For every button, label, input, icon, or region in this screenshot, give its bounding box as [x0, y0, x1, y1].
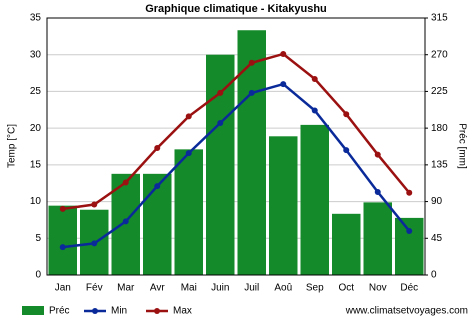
legend-label: Max — [173, 306, 192, 317]
point — [374, 151, 381, 158]
point — [406, 227, 413, 234]
point — [374, 189, 381, 196]
point — [185, 150, 192, 157]
bar — [395, 217, 424, 275]
y-tick-label: 5 — [35, 233, 41, 244]
x-tick-label: Déc — [400, 283, 418, 294]
x-tick-label: Oct — [338, 283, 354, 294]
y-tick-label: 25 — [30, 86, 42, 97]
point — [154, 144, 161, 151]
point — [248, 89, 255, 96]
bar — [363, 202, 392, 275]
y-label: Temp [°C] — [7, 124, 18, 168]
bar — [269, 136, 298, 275]
point — [280, 50, 287, 57]
point — [343, 147, 350, 154]
x-tick-label: Juil — [244, 283, 259, 294]
x-tick-label: Fév — [86, 283, 103, 294]
y-tick-label: 35 — [30, 13, 42, 24]
y-tick-label: 20 — [30, 123, 42, 134]
y-tick-label: 10 — [30, 196, 42, 207]
x-tick-label: Aoû — [274, 283, 292, 294]
point — [122, 218, 129, 225]
y2-tick-label: 315 — [431, 13, 448, 24]
bar — [332, 213, 361, 275]
legend-label: Préc — [49, 306, 70, 317]
chart-title: Graphique climatique - Kitakyushu — [145, 3, 327, 15]
y2-label: Préc [mm] — [456, 123, 467, 169]
bar — [237, 30, 266, 275]
y-tick-label: 15 — [30, 159, 42, 170]
x-tick-label: Sep — [306, 283, 324, 294]
x-tick-label: Mar — [117, 283, 135, 294]
bar — [143, 173, 172, 275]
y2-tick-label: 90 — [431, 196, 443, 207]
legend-swatch — [154, 308, 160, 314]
legend-swatch — [22, 306, 44, 315]
plot-frame — [46, 17, 426, 276]
legend-swatch — [92, 308, 98, 314]
bar — [206, 54, 235, 275]
point — [59, 244, 66, 251]
point — [280, 81, 287, 88]
y2-tick-label: 0 — [431, 270, 437, 281]
x-tick-label: Avr — [150, 283, 165, 294]
bar — [300, 124, 329, 275]
line — [62, 82, 411, 249]
line — [62, 52, 411, 211]
point — [185, 113, 192, 120]
point — [91, 201, 98, 208]
y2-tick-label: 135 — [431, 159, 448, 170]
source: www.climatsetvoyages.com — [345, 306, 468, 317]
point — [217, 89, 224, 96]
y2-tick-label: 225 — [431, 86, 448, 97]
y2-tick-label: 45 — [431, 233, 443, 244]
y2-tick-label: 180 — [431, 123, 448, 134]
y2-tick-label: 270 — [431, 49, 448, 60]
point — [217, 120, 224, 127]
x-tick-label: Jan — [55, 283, 71, 294]
point — [311, 75, 318, 82]
point — [343, 111, 350, 118]
point — [311, 107, 318, 114]
point — [91, 240, 98, 247]
x-tick-label: Juin — [211, 283, 229, 294]
point — [406, 189, 413, 196]
legend-label: Min — [111, 306, 127, 317]
point — [59, 205, 66, 212]
x-tick-label: Nov — [369, 283, 387, 294]
point — [122, 179, 129, 186]
point — [248, 59, 255, 66]
bar — [48, 205, 77, 275]
y-tick-label: 0 — [35, 270, 41, 281]
bar — [174, 149, 203, 275]
bar — [111, 173, 140, 275]
y-tick-label: 30 — [30, 49, 42, 60]
x-tick-label: Mai — [181, 283, 197, 294]
point — [154, 183, 161, 190]
